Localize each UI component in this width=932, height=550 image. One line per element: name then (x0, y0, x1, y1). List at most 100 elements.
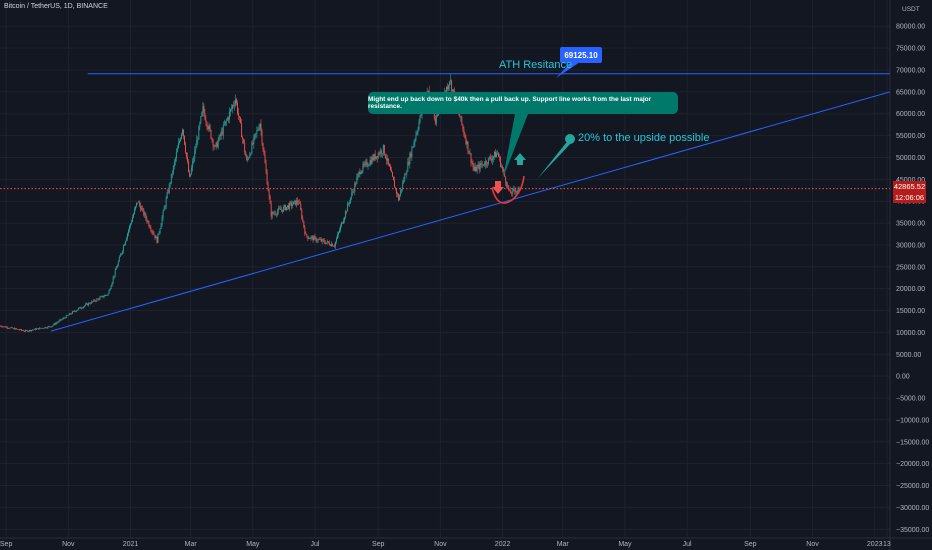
candle-body (128, 230, 129, 234)
candle-body (490, 159, 492, 161)
y-tick-label: 15000.00 (896, 308, 925, 315)
x-tick-label: Sep (372, 541, 385, 548)
candle-body (65, 315, 67, 319)
candle-body (364, 162, 366, 165)
candle-body (164, 206, 166, 208)
support-trend-line (50, 91, 891, 332)
candle-body (125, 238, 127, 242)
candle-body (318, 239, 320, 240)
candle-body (493, 151, 495, 157)
candle-body (348, 203, 350, 205)
candle-body (315, 237, 317, 242)
candle-body (333, 246, 335, 247)
candle-body (136, 202, 138, 207)
candle-body (85, 304, 87, 306)
candle-body (331, 243, 333, 247)
candle-body (411, 147, 413, 157)
y-tick-label: 20000.00 (896, 286, 925, 293)
candle-body (496, 153, 497, 158)
candle-body (98, 298, 100, 300)
candle-body (216, 142, 218, 148)
candle-body (40, 327, 42, 329)
x-tick-label: Nov (806, 541, 819, 548)
candle-body (87, 303, 89, 306)
candle-body (231, 105, 233, 109)
candle-body (472, 163, 474, 167)
candle-body (236, 99, 237, 104)
candle-body (474, 166, 476, 171)
candle-body (8, 328, 10, 329)
candle-body (488, 157, 490, 158)
candle-body (260, 123, 262, 131)
candle-body (132, 217, 133, 222)
candle-body (220, 131, 222, 137)
candle-body (15, 328, 17, 330)
candle-body (272, 212, 274, 214)
candle-body (58, 320, 60, 322)
candle-body (446, 87, 447, 94)
candle-body (286, 206, 287, 211)
candle-body (29, 329, 31, 331)
candle-body (497, 153, 498, 154)
candle-body (163, 207, 165, 211)
candle-body (53, 323, 55, 326)
candle-body (118, 256, 120, 262)
candle-body (200, 116, 202, 123)
candle-body (336, 234, 338, 239)
candle-body (302, 218, 304, 221)
candle-body (479, 163, 481, 170)
candle-body (17, 329, 19, 330)
candle-body (328, 242, 330, 245)
candle-body (399, 195, 401, 201)
candle-body (169, 183, 171, 185)
candle-body (324, 242, 326, 244)
candle-body (279, 208, 281, 210)
candle-body (452, 89, 454, 92)
candle-body (243, 139, 245, 143)
candle-body (31, 330, 33, 331)
candle-body (187, 156, 189, 162)
candle-body (271, 212, 273, 217)
candle-body (419, 115, 421, 123)
candle-body (359, 171, 361, 175)
candle-body (208, 125, 210, 130)
candle-body (285, 205, 286, 211)
y-tick-label: −20000.00 (896, 461, 929, 468)
candle-body (453, 89, 455, 91)
candle-body (188, 161, 190, 172)
candle-body (117, 261, 119, 266)
candle-body (150, 228, 152, 231)
candle-body (346, 211, 348, 212)
candle-body (205, 119, 207, 123)
candle-body (510, 190, 512, 194)
candle-body (34, 328, 36, 330)
candle-body (436, 114, 438, 116)
candle-body (5, 327, 7, 328)
candle-body (299, 202, 301, 204)
candle-body (123, 244, 125, 246)
candle-body (59, 319, 61, 321)
candle-body (461, 116, 463, 125)
candle-body (319, 239, 321, 240)
candle-body (103, 296, 105, 298)
candle-body (149, 226, 151, 229)
candle-body (235, 99, 236, 105)
candle-body (418, 122, 420, 130)
candle-body (171, 173, 173, 175)
candle-body (104, 295, 106, 297)
candle-body (20, 329, 22, 331)
y-tick-label: 80000.00 (896, 24, 925, 31)
x-tick-label: May (618, 541, 632, 548)
candle-body (101, 295, 103, 297)
candle-body (492, 156, 494, 159)
candle-body (484, 160, 486, 166)
candle-body (448, 85, 450, 90)
countdown-timer: 12:06:06 (894, 193, 925, 202)
y-tick-label: 5000.00 (896, 352, 921, 359)
candle-body (71, 311, 73, 314)
candle-body (152, 231, 154, 234)
candle-body (295, 200, 297, 206)
candle-body (70, 313, 72, 315)
candle-body (269, 196, 271, 204)
